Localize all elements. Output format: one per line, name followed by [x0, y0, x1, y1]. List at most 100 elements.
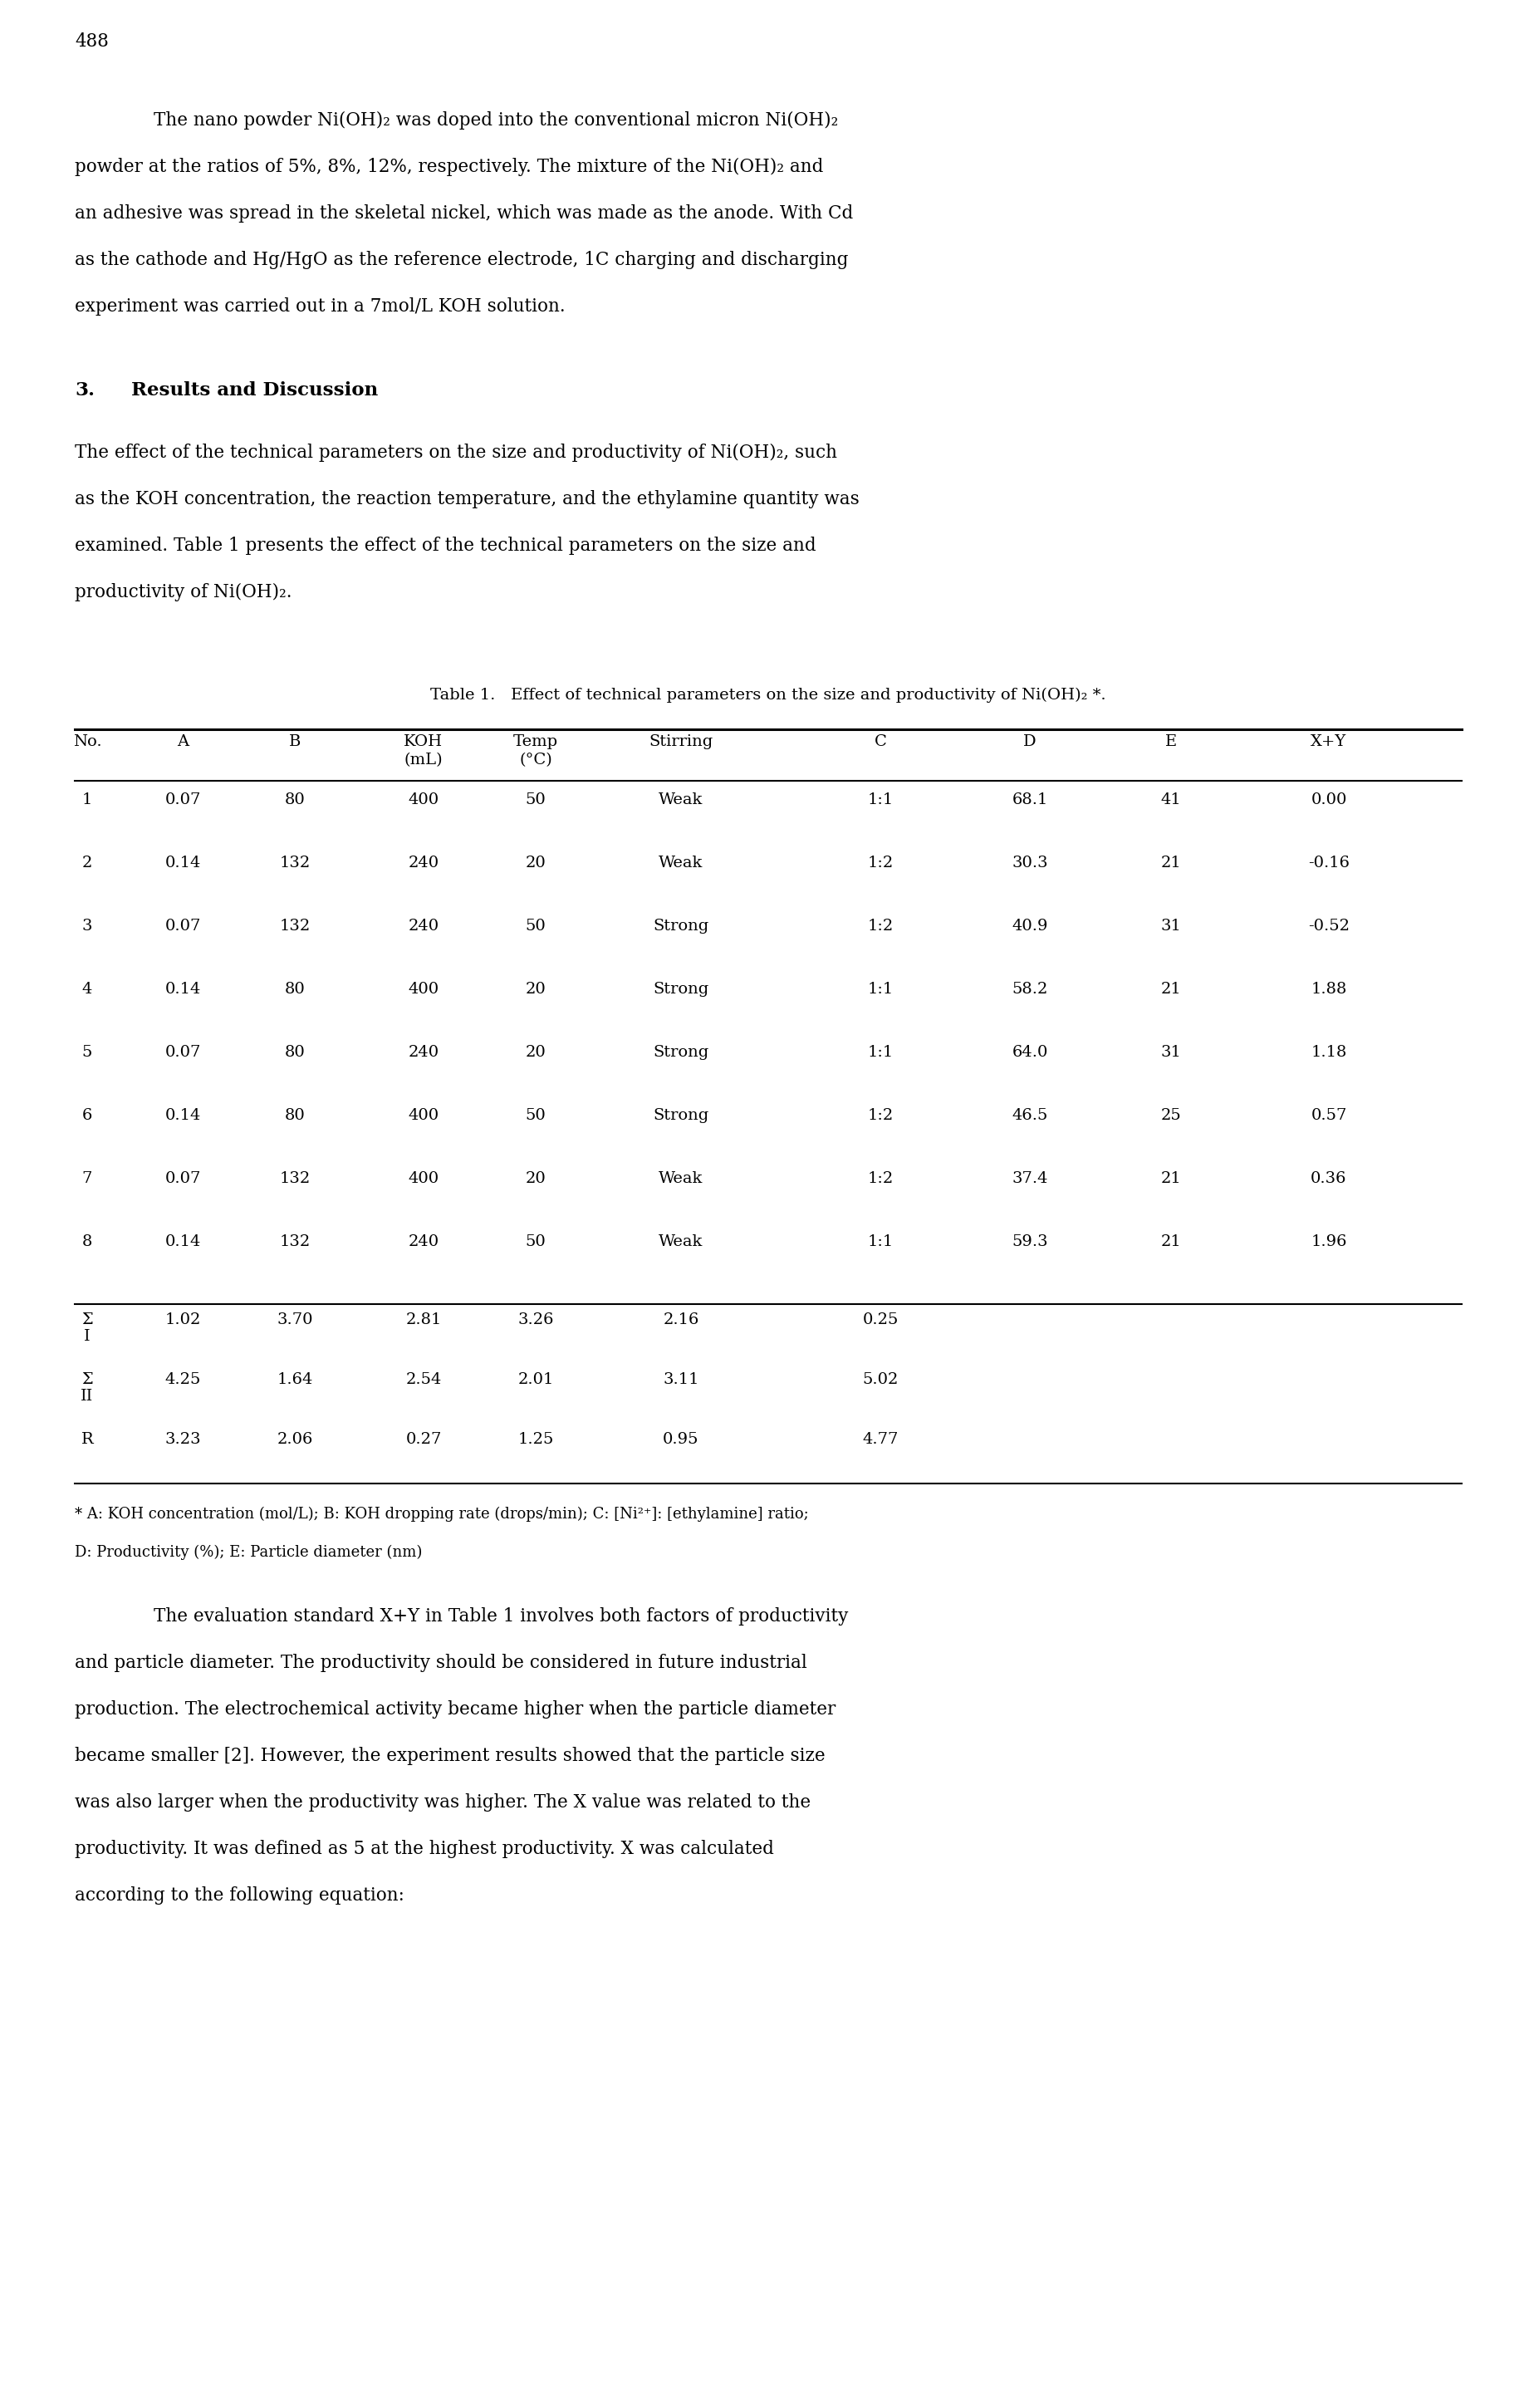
Text: The nano powder Ni(OH)₂ was doped into the conventional micron Ni(OH)₂: The nano powder Ni(OH)₂ was doped into t…	[153, 111, 838, 130]
Text: -0.52: -0.52	[1309, 920, 1350, 934]
Text: Weak: Weak	[659, 1170, 703, 1187]
Text: according to the following equation:: according to the following equation:	[75, 1885, 404, 1905]
Text: 0.14: 0.14	[165, 982, 200, 997]
Text: I: I	[84, 1329, 90, 1344]
Text: and particle diameter. The productivity should be considered in future industria: and particle diameter. The productivity …	[75, 1654, 807, 1671]
Text: X+Y: X+Y	[1310, 734, 1347, 749]
Text: 240: 240	[408, 1235, 439, 1250]
Text: 1.25: 1.25	[518, 1433, 553, 1447]
Text: 50: 50	[526, 1235, 546, 1250]
Text: 1:1: 1:1	[867, 1235, 893, 1250]
Text: examined. Table 1 presents the effect of the technical parameters on the size an: examined. Table 1 presents the effect of…	[75, 537, 816, 554]
Text: 0.25: 0.25	[862, 1312, 899, 1327]
Text: 1:2: 1:2	[867, 855, 893, 872]
Text: Temp: Temp	[514, 734, 558, 749]
Text: Σ: Σ	[81, 1373, 93, 1387]
Text: * A: KOH concentration (mol/L); B: KOH dropping rate (drops/min); C: [Ni²⁺]: [et: * A: KOH concentration (mol/L); B: KOH d…	[75, 1507, 809, 1522]
Text: 20: 20	[526, 982, 546, 997]
Text: 21: 21	[1161, 1170, 1182, 1187]
Text: Stirring: Stirring	[648, 734, 713, 749]
Text: 6: 6	[83, 1108, 92, 1122]
Text: 1:1: 1:1	[867, 982, 893, 997]
Text: 80: 80	[284, 982, 306, 997]
Text: C: C	[875, 734, 887, 749]
Text: 1.96: 1.96	[1310, 1235, 1347, 1250]
Text: 400: 400	[408, 982, 439, 997]
Text: 132: 132	[280, 855, 310, 872]
Text: 3.26: 3.26	[518, 1312, 553, 1327]
Text: Strong: Strong	[653, 1108, 709, 1122]
Text: 20: 20	[526, 855, 546, 872]
Text: 64.0: 64.0	[1012, 1045, 1047, 1060]
Text: 2.06: 2.06	[277, 1433, 313, 1447]
Text: 1.18: 1.18	[1310, 1045, 1347, 1060]
Text: 240: 240	[408, 855, 439, 872]
Text: 20: 20	[526, 1045, 546, 1060]
Text: 0.14: 0.14	[165, 1108, 200, 1122]
Text: 25: 25	[1161, 1108, 1182, 1122]
Text: Weak: Weak	[659, 1235, 703, 1250]
Text: 4: 4	[83, 982, 92, 997]
Text: was also larger when the productivity was higher. The X value was related to the: was also larger when the productivity wa…	[75, 1794, 810, 1811]
Text: 8: 8	[83, 1235, 92, 1250]
Text: 488: 488	[75, 31, 109, 51]
Text: 21: 21	[1161, 982, 1182, 997]
Text: 50: 50	[526, 792, 546, 807]
Text: KOH: KOH	[404, 734, 443, 749]
Text: 80: 80	[284, 1108, 306, 1122]
Text: Strong: Strong	[653, 1045, 709, 1060]
Text: 400: 400	[408, 792, 439, 807]
Text: Σ: Σ	[81, 1312, 93, 1327]
Text: 2.81: 2.81	[405, 1312, 442, 1327]
Text: 3.: 3.	[75, 380, 95, 400]
Text: 0.95: 0.95	[664, 1433, 699, 1447]
Text: The evaluation standard X+Y in Table 1 involves both factors of productivity: The evaluation standard X+Y in Table 1 i…	[153, 1606, 849, 1625]
Text: 31: 31	[1161, 920, 1182, 934]
Text: 59.3: 59.3	[1012, 1235, 1047, 1250]
Text: 2.01: 2.01	[518, 1373, 553, 1387]
Text: 50: 50	[526, 920, 546, 934]
Text: 4.25: 4.25	[165, 1373, 200, 1387]
Text: 68.1: 68.1	[1012, 792, 1047, 807]
Text: 132: 132	[280, 1170, 310, 1187]
Text: an adhesive was spread in the skeletal nickel, which was made as the anode. With: an adhesive was spread in the skeletal n…	[75, 205, 853, 222]
Text: 2: 2	[83, 855, 92, 872]
Text: (°C): (°C)	[520, 754, 552, 768]
Text: II: II	[81, 1389, 93, 1404]
Text: D: D	[1023, 734, 1037, 749]
Text: 46.5: 46.5	[1012, 1108, 1047, 1122]
Text: 30.3: 30.3	[1012, 855, 1047, 872]
Text: 50: 50	[526, 1108, 546, 1122]
Text: 0.07: 0.07	[165, 1045, 200, 1060]
Text: 132: 132	[280, 920, 310, 934]
Text: 4.77: 4.77	[862, 1433, 899, 1447]
Text: 0.07: 0.07	[165, 920, 200, 934]
Text: D: Productivity (%); E: Particle diameter (nm): D: Productivity (%); E: Particle diamete…	[75, 1546, 422, 1560]
Text: 0.00: 0.00	[1310, 792, 1347, 807]
Text: 1.64: 1.64	[277, 1373, 313, 1387]
Text: 7: 7	[83, 1170, 92, 1187]
Text: as the KOH concentration, the reaction temperature, and the ethylamine quantity : as the KOH concentration, the reaction t…	[75, 491, 859, 508]
Text: experiment was carried out in a 7mol/L KOH solution.: experiment was carried out in a 7mol/L K…	[75, 296, 566, 315]
Text: 1:2: 1:2	[867, 1108, 893, 1122]
Text: 5: 5	[83, 1045, 92, 1060]
Text: productivity. It was defined as 5 at the highest productivity. X was calculated: productivity. It was defined as 5 at the…	[75, 1840, 774, 1859]
Text: R: R	[81, 1433, 93, 1447]
Text: 80: 80	[284, 1045, 306, 1060]
Text: 20: 20	[526, 1170, 546, 1187]
Text: Table 1.   Effect of technical parameters on the size and productivity of Ni(OH): Table 1. Effect of technical parameters …	[430, 689, 1105, 703]
Text: (mL): (mL)	[404, 754, 443, 768]
Text: 240: 240	[408, 1045, 439, 1060]
Text: No.: No.	[73, 734, 101, 749]
Text: 2.54: 2.54	[405, 1373, 442, 1387]
Text: 3.11: 3.11	[664, 1373, 699, 1387]
Text: 0.36: 0.36	[1310, 1170, 1347, 1187]
Text: 41: 41	[1161, 792, 1182, 807]
Text: 3.23: 3.23	[165, 1433, 200, 1447]
Text: 37.4: 37.4	[1012, 1170, 1047, 1187]
Text: 1:1: 1:1	[867, 1045, 893, 1060]
Text: 80: 80	[284, 792, 306, 807]
Text: 0.14: 0.14	[165, 1235, 200, 1250]
Text: 21: 21	[1161, 1235, 1182, 1250]
Text: 400: 400	[408, 1170, 439, 1187]
